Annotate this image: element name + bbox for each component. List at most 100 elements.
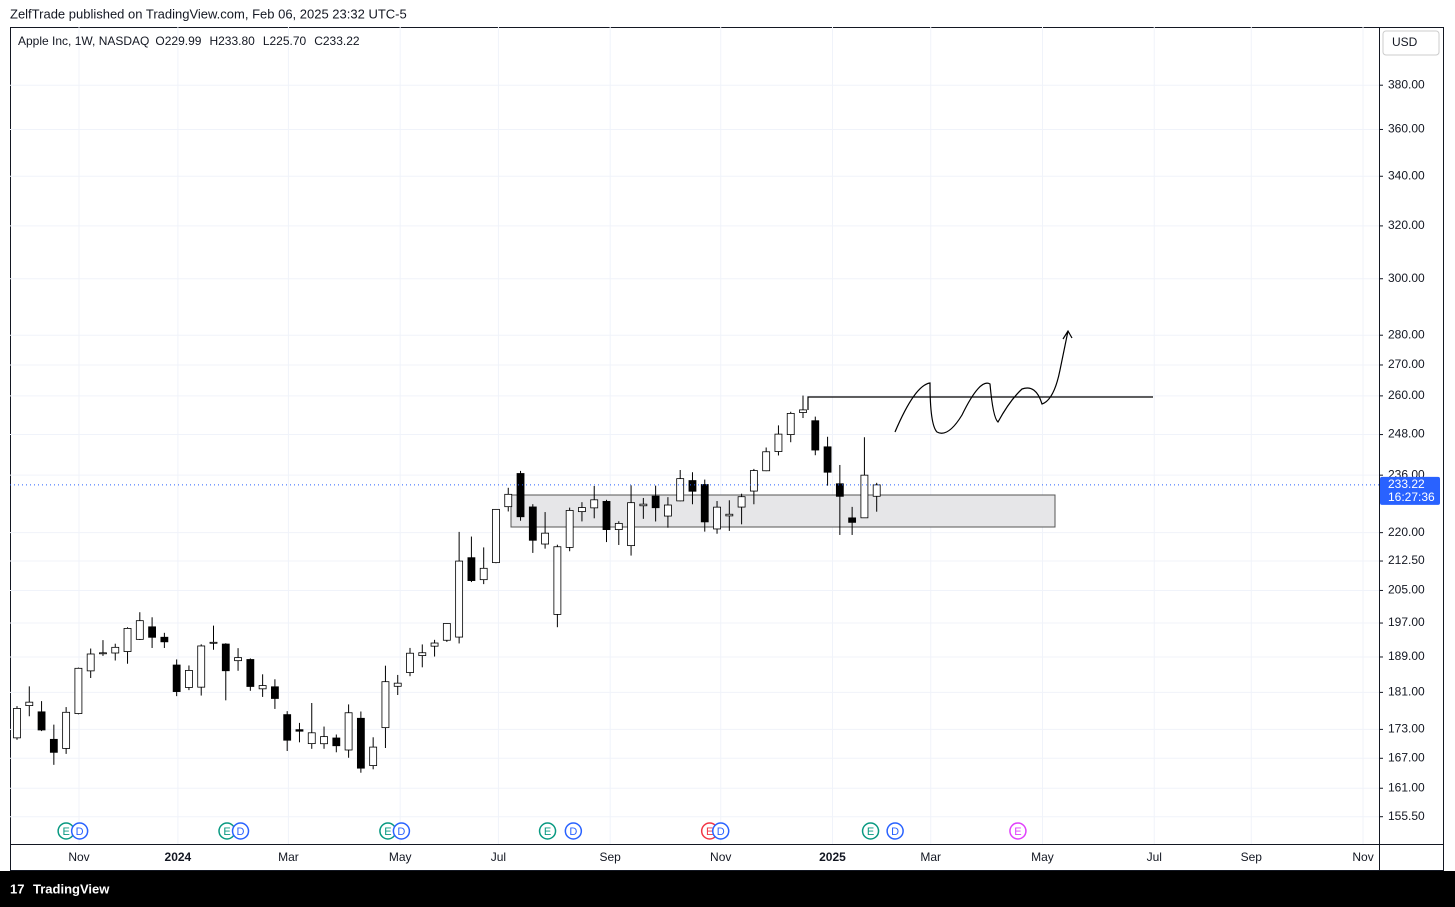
candle-body <box>848 517 857 523</box>
y-tick-label: 320.00 <box>1388 218 1425 232</box>
x-tick-label: 2025 <box>819 850 846 864</box>
currency-box[interactable] <box>1382 30 1440 56</box>
candle-body <box>356 717 365 769</box>
candle-body <box>221 643 230 672</box>
candle-body <box>442 623 451 641</box>
x-tick-label: Jul <box>491 850 506 864</box>
x-tick-label: Nov <box>1352 850 1373 864</box>
event-marker <box>231 822 250 840</box>
y-tick-label: 248.00 <box>1388 427 1425 441</box>
x-tick-label: May <box>389 850 412 864</box>
candle-body <box>295 729 304 732</box>
event-marker <box>711 822 730 840</box>
candle-body <box>135 620 144 640</box>
candle-body <box>197 645 206 688</box>
candle-body <box>234 657 242 662</box>
candle-body <box>688 480 697 492</box>
candle-body <box>492 508 500 564</box>
y-tick-label: 280.00 <box>1388 327 1425 341</box>
candle-body <box>553 546 562 615</box>
candle-body <box>774 433 783 452</box>
candle-body <box>430 642 439 647</box>
event-marker <box>538 822 557 840</box>
chart-frame <box>10 27 1444 871</box>
candle-body <box>479 567 488 581</box>
event-marker <box>70 822 89 840</box>
candle-body <box>786 413 795 435</box>
event-marker <box>886 822 904 840</box>
legend: Apple Inc, 1W, NASDAQ O229.99 H233.80 L225.… <box>18 34 360 48</box>
candle-body <box>393 682 402 687</box>
candle-body <box>651 495 660 509</box>
legend-ohlc: H233.80 <box>209 34 255 48</box>
candle-body <box>160 636 169 643</box>
candle-body <box>528 506 537 541</box>
candle-body <box>872 484 881 497</box>
candle-body <box>418 652 427 656</box>
candle-body <box>172 664 181 692</box>
candle-body <box>271 686 279 699</box>
candle-body <box>639 503 648 507</box>
candle-body <box>86 653 95 672</box>
candle-body <box>676 478 685 502</box>
event-label: E <box>223 826 230 838</box>
event-label: D <box>717 826 725 838</box>
candle-body <box>209 641 218 644</box>
candle-body <box>713 506 721 530</box>
x-tick-label: Mar <box>920 850 941 864</box>
legend-ohlc: L225.70 <box>263 34 307 48</box>
candle-body <box>111 646 120 654</box>
event-label: D <box>76 826 84 838</box>
candle-body <box>99 652 107 655</box>
y-tick-label: 167.00 <box>1388 750 1425 764</box>
candle-body <box>381 681 390 729</box>
y-tick-label: 270.00 <box>1388 357 1425 371</box>
candle-body <box>307 732 316 745</box>
candle-body <box>455 560 464 638</box>
published-note: ZelfTrade published on TradingView.com, … <box>10 6 407 21</box>
candle-body <box>369 746 378 766</box>
y-tick-label: 260.00 <box>1388 388 1425 402</box>
y-tick-label: 340.00 <box>1388 168 1425 182</box>
event-label: D <box>569 826 577 838</box>
level-drawing <box>807 396 1153 410</box>
candle-body <box>860 474 869 519</box>
candle-body <box>406 652 414 673</box>
y-tick-label: 205.00 <box>1388 583 1425 597</box>
candle-body <box>799 409 807 413</box>
candle-body <box>25 701 34 707</box>
candle-body <box>700 484 709 523</box>
candle-body <box>258 685 267 690</box>
currency[interactable]: USD <box>1392 35 1418 49</box>
candle-body <box>13 708 21 739</box>
zone-drawing <box>510 494 1056 528</box>
event-label: E <box>544 826 551 838</box>
candle-body <box>123 628 132 652</box>
candle-body <box>578 507 586 513</box>
candle-body <box>467 557 476 581</box>
candle-body <box>835 483 844 497</box>
candle-body <box>344 712 353 751</box>
candle-body <box>602 501 611 530</box>
event-label: D <box>891 826 899 838</box>
candle-body <box>185 670 193 688</box>
y-tick-label: 173.00 <box>1388 722 1425 736</box>
candle-body <box>762 451 771 472</box>
event-label: D <box>397 826 405 838</box>
candle-body <box>49 738 58 753</box>
candle-body <box>565 510 574 548</box>
legend-title: Apple Inc, 1W, NASDAQ <box>18 34 149 48</box>
candle-body <box>737 496 746 508</box>
y-tick-label: 155.50 <box>1388 809 1425 823</box>
path-drawing <box>894 329 1073 434</box>
x-tick-label: Nov <box>710 850 731 864</box>
event-label: E <box>62 826 69 838</box>
candle-body <box>541 532 549 545</box>
event-marker <box>564 822 583 840</box>
candle-body <box>664 504 672 517</box>
countdown-label: 16:27:36 <box>1388 490 1435 504</box>
event-label: E <box>867 826 874 838</box>
candle-body <box>590 499 599 509</box>
y-tick-label: 197.00 <box>1388 615 1425 629</box>
